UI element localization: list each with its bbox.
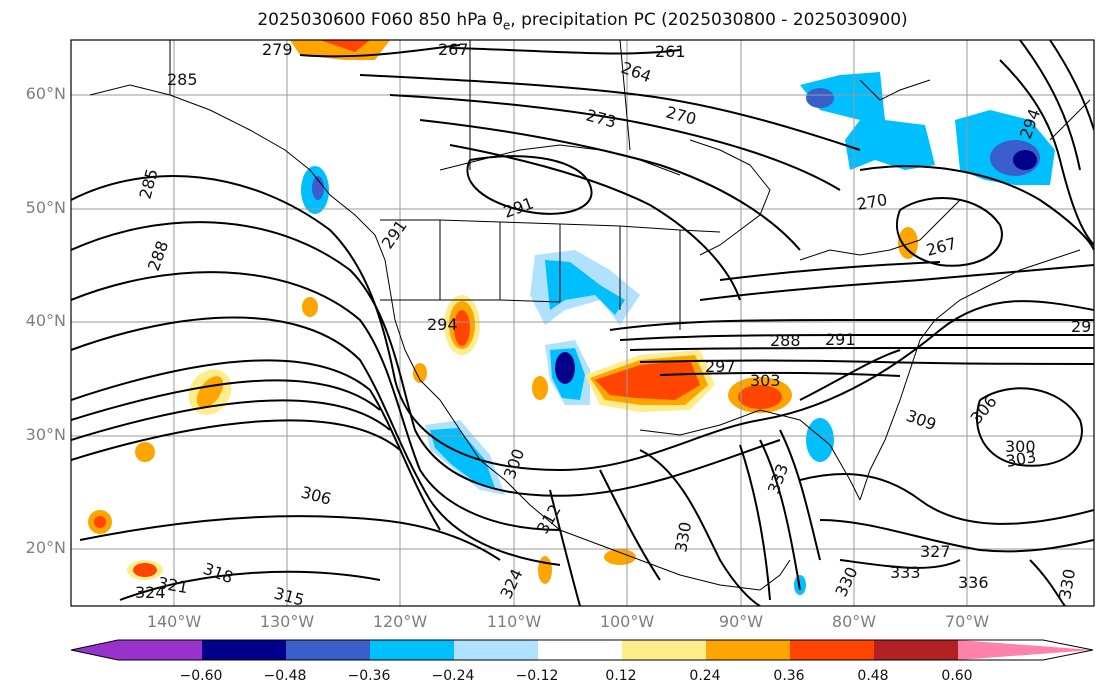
graticule: [71, 40, 1094, 606]
colorbar-tick: 0.24: [689, 668, 721, 684]
colorbar-tick: −0.12: [515, 668, 559, 684]
theta-e-contours: [71, 40, 1094, 606]
colorbar-tick: 0.48: [857, 668, 889, 684]
contour-label: 303: [750, 371, 781, 390]
colorbar-segment: [706, 640, 790, 660]
lon-label: 80°W: [831, 612, 877, 631]
contour-label: 336: [958, 573, 989, 592]
lat-label: 40°N: [25, 311, 66, 330]
colorbar-segment: [286, 640, 370, 660]
colorbar-segment: [790, 640, 874, 660]
lat-label: 20°N: [25, 538, 66, 557]
colorbar-tick: 0.12: [605, 668, 637, 684]
map-frame: [70, 39, 1095, 607]
colorbar-tick: −0.36: [347, 668, 391, 684]
contour-label: 297: [705, 357, 736, 376]
lon-label: 140°W: [146, 612, 202, 631]
lon-label: 90°W: [718, 612, 764, 631]
contour-label: 29: [1071, 317, 1091, 336]
colorbar-segment: [538, 640, 622, 660]
contour-label: 288: [770, 331, 801, 350]
contour-label: 261: [655, 42, 686, 61]
lat-label: 60°N: [25, 84, 66, 103]
colorbar-tick: −0.24: [431, 668, 475, 684]
lat-label: 50°N: [25, 198, 66, 217]
lon-label: 100°W: [599, 612, 655, 631]
contour-label: 333: [890, 563, 921, 582]
colorbar-segment: [622, 640, 706, 660]
lon-label: 110°W: [486, 612, 542, 631]
colorbar-segment: [202, 640, 286, 660]
contour-label: 267: [438, 40, 469, 59]
colorbar-segment: [874, 640, 958, 660]
map-title: 2025030600 F060 850 hPa θe, precipitatio…: [257, 10, 908, 33]
colorbar-outline: [70, 639, 1094, 661]
contour-label: 294: [427, 315, 458, 334]
contour-label: 279: [262, 40, 293, 59]
contour-label: 291: [825, 330, 856, 349]
colorbar-tick: −0.60: [179, 668, 223, 684]
colorbar-tick: −0.48: [263, 668, 307, 684]
lat-label: 30°N: [25, 425, 66, 444]
colorbar-segment: [454, 640, 538, 660]
contour-label: 324: [135, 583, 166, 602]
contour-label: 300: [1005, 437, 1036, 456]
colorbar-segment: [71, 640, 202, 660]
colorbar-tick: 0.60: [941, 668, 973, 684]
contour-label: 285: [167, 70, 198, 89]
contour-label: 327: [920, 542, 951, 561]
colorbar-segment: [370, 640, 454, 660]
lon-label: 130°W: [259, 612, 315, 631]
colorbar-tick: 0.36: [773, 668, 805, 684]
precip-shading: [88, 40, 1055, 595]
colorbar-segment: [958, 640, 1093, 660]
lon-label: 70°W: [944, 612, 990, 631]
lon-label: 120°W: [372, 612, 428, 631]
